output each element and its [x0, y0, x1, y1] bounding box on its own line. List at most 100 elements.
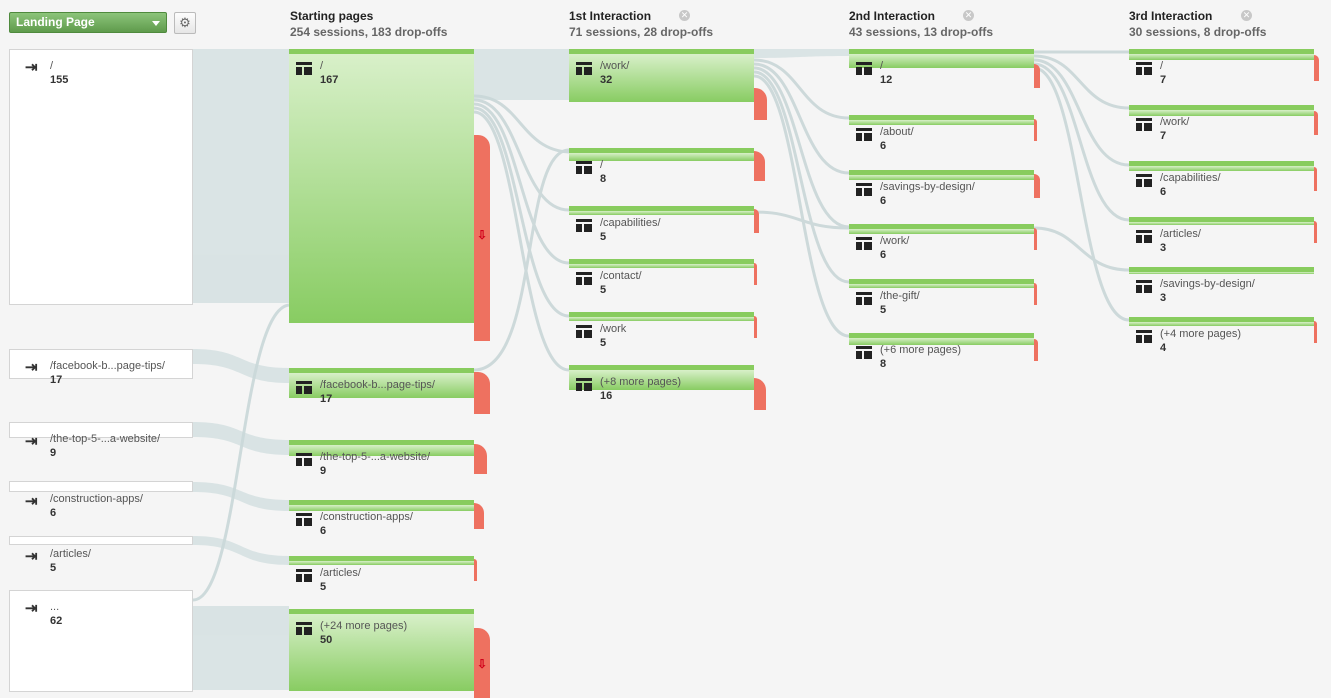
page-node[interactable]: /savings-by-design/6 — [849, 170, 1034, 207]
page-node[interactable]: /construction-apps/6 — [289, 500, 474, 537]
page-node[interactable]: /articles/3 — [1129, 217, 1314, 254]
dropoff-bar[interactable] — [1314, 321, 1317, 343]
page-node[interactable]: /work/32 — [569, 49, 754, 102]
dropoff-bar[interactable] — [474, 503, 484, 529]
entrance-arrow-icon: ⇥ — [25, 548, 38, 565]
page-node[interactable]: (+4 more pages) 4 — [1129, 317, 1314, 354]
page-count: 6 — [880, 195, 887, 207]
source-label: /facebook-b...page-tips/ — [50, 360, 165, 372]
dropoff-bar[interactable] — [474, 559, 477, 581]
page-node[interactable]: /work/7 — [1129, 105, 1314, 142]
page-node[interactable]: /the-gift/5 — [849, 279, 1034, 316]
flow-line — [1033, 62, 1130, 222]
page-node[interactable]: /savings-by-design/3 — [1129, 267, 1314, 304]
page-icon — [296, 62, 312, 75]
dropoff-bar[interactable] — [1034, 174, 1040, 198]
source-node[interactable]: ⇥ /facebook-b...page-tips/17 — [9, 349, 193, 386]
close-icon[interactable]: ✕ — [963, 10, 974, 21]
page-node[interactable]: /contact/5 — [569, 259, 754, 296]
page-node[interactable]: /8 — [569, 148, 754, 185]
page-label: /work — [600, 323, 627, 335]
page-label: (+24 more pages) — [320, 620, 408, 632]
page-count: 5 — [600, 284, 607, 296]
flow-line — [192, 303, 290, 602]
page-node[interactable]: /capabilities/6 — [1129, 161, 1314, 198]
page-node[interactable]: /work/6 — [849, 224, 1034, 261]
dropoff-bar[interactable] — [1034, 339, 1038, 361]
page-icon — [856, 237, 872, 250]
dropoff-bar[interactable] — [754, 316, 757, 338]
source-node[interactable]: ⇥ /the-top-5-...a-website/9 — [9, 422, 193, 459]
page-node[interactable]: (+24 more pages) 50 — [289, 609, 474, 691]
page-count: 12 — [880, 74, 893, 86]
page-label: /work/ — [1160, 116, 1190, 128]
source-node[interactable]: ⇥ ... 62 — [9, 590, 193, 692]
close-icon[interactable]: ✕ — [1241, 10, 1252, 21]
page-icon — [576, 161, 592, 174]
source-count: 5 — [50, 562, 57, 574]
page-node[interactable]: /work 5 — [569, 312, 754, 349]
page-icon — [1136, 280, 1152, 293]
page-label: /savings-by-design/ — [1160, 278, 1255, 290]
dropoff-bar[interactable] — [754, 151, 765, 181]
page-icon — [1136, 118, 1152, 131]
flow-line — [1033, 226, 1130, 272]
page-icon — [856, 128, 872, 141]
page-label: /articles/ — [320, 567, 361, 579]
source-node[interactable]: ⇥ / 155 — [9, 49, 193, 305]
dropoff-bar[interactable] — [754, 209, 759, 233]
dropoff-bar[interactable] — [754, 378, 766, 410]
page-node[interactable]: (+8 more pages) 16 — [569, 365, 754, 402]
page-node[interactable]: / 12 — [849, 49, 1034, 86]
source-label: ... — [50, 601, 60, 613]
entrance-arrow-icon: ⇥ — [25, 600, 38, 617]
page-icon — [296, 381, 312, 394]
settings-button[interactable]: ⚙ — [174, 12, 196, 34]
page-count: 4 — [1160, 342, 1167, 354]
dropoff-bar[interactable] — [1034, 119, 1037, 141]
page-node[interactable]: /the-top-5-...a-website/9 — [289, 440, 474, 477]
dropoff-bar[interactable] — [1034, 228, 1037, 250]
dropoff-bar[interactable] — [754, 263, 757, 285]
dimension-dropdown[interactable]: Landing Page — [9, 12, 167, 33]
chevron-down-icon — [152, 21, 160, 26]
dropoff-bar[interactable] — [1314, 221, 1317, 243]
dropoff-bar[interactable]: ⇩ — [474, 135, 490, 341]
source-label: /construction-apps/ — [50, 493, 143, 505]
source-node[interactable]: ⇥ /articles/5 — [9, 536, 193, 574]
close-icon[interactable]: ✕ — [679, 10, 690, 21]
entrance-arrow-icon: ⇥ — [25, 359, 38, 376]
page-label: /contact/ — [600, 270, 642, 282]
dropoff-bar[interactable] — [1314, 55, 1319, 81]
page-node[interactable]: (+6 more pages) 8 — [849, 333, 1034, 370]
dropoff-bar[interactable] — [1314, 167, 1317, 191]
page-label: (+6 more pages) — [880, 344, 962, 356]
page-count: 7 — [1160, 74, 1167, 86]
flow-line — [473, 110, 570, 372]
page-node[interactable]: / 167 — [289, 49, 474, 323]
page-label: /capabilities/ — [1160, 172, 1221, 184]
source-node[interactable]: ⇥ /construction-apps/6 — [9, 481, 193, 519]
page-node[interactable]: /facebook-b...page-tips/17 — [289, 368, 474, 405]
page-node[interactable]: /articles/5 — [289, 556, 474, 593]
flow-line — [753, 74, 850, 338]
page-icon — [856, 346, 872, 359]
page-label: /articles/ — [1160, 228, 1201, 240]
column-title: 2nd Interaction — [849, 9, 936, 23]
dropoff-bar[interactable] — [1034, 283, 1037, 305]
source-label: /the-top-5-...a-website/ — [50, 433, 161, 445]
dimension-label: Landing Page — [16, 15, 95, 29]
dropoff-bar[interactable] — [1034, 64, 1040, 88]
page-icon — [296, 513, 312, 526]
dropoff-bar[interactable]: ⇩ — [474, 628, 490, 698]
page-count: 6 — [1160, 186, 1167, 198]
page-node[interactable]: /7 — [1129, 49, 1314, 86]
dropoff-bar[interactable] — [474, 372, 490, 414]
dropoff-bar[interactable] — [474, 444, 487, 474]
page-node[interactable]: /about/6 — [849, 115, 1034, 152]
page-count: 8 — [880, 358, 887, 370]
page-label: /the-top-5-...a-website/ — [320, 451, 431, 463]
page-node[interactable]: /capabilities/5 — [569, 206, 754, 243]
dropoff-bar[interactable] — [1314, 111, 1318, 135]
dropoff-bar[interactable] — [754, 88, 767, 120]
